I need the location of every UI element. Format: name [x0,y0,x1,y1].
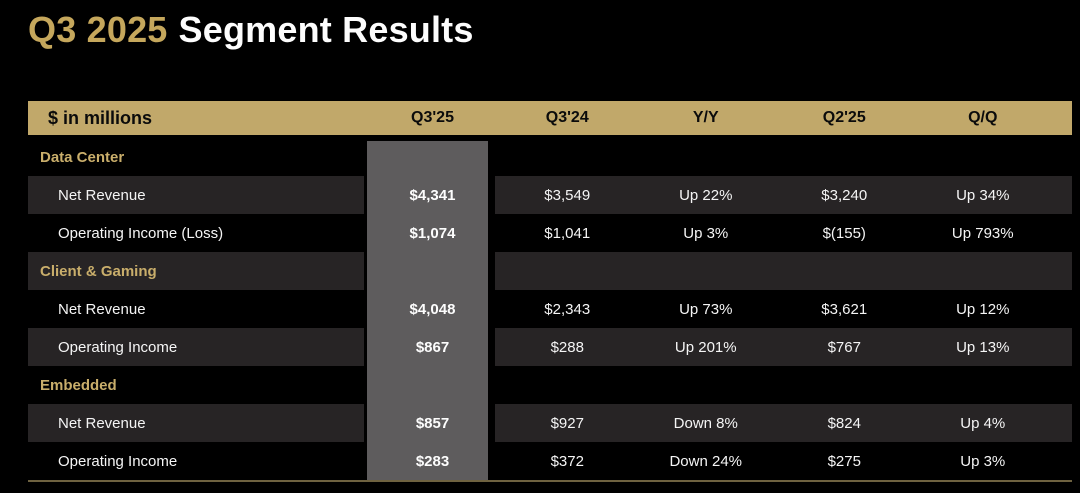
value-yy: Down 24% [669,452,743,470]
value-q3-25: $4,048 [409,300,456,318]
column-header-yy: Y/Y [692,109,719,126]
segment-results-table: $ in millions Q3'25 Q3'24 Y/Y Q2'25 Q/Q … [28,101,1072,482]
value-q2-25: $824 [827,414,861,432]
row-label: Net Revenue [58,300,146,318]
value-q2-25: $3,621 [821,300,868,318]
value-qq: Up 793% [951,224,1014,242]
value-yy: Up 3% [683,224,729,242]
value-qq: Up 4% [960,414,1006,432]
value-q2-25: $(155) [822,224,866,242]
q3-25-highlight-band [364,141,495,480]
value-q2-25: $3,240 [821,186,868,204]
value-q3-24: $372 [550,452,584,470]
value-qq: Up 34% [956,186,1010,204]
value-q3-25: $4,341 [409,186,456,204]
value-q3-25: $283 [415,452,450,470]
value-q3-24: $3,549 [544,186,591,204]
section-label: Data Center [40,148,125,166]
row-client-gaming-net-revenue: Net Revenue $4,048 $2,343 Up 73% $3,621 … [28,290,1072,328]
value-q3-24: $1,041 [544,224,591,242]
value-q3-24: $2,343 [544,300,591,318]
value-q3-24: $927 [550,414,584,432]
row-data-center-operating-income: Operating Income (Loss) $1,074 $1,041 Up… [28,214,1072,252]
value-yy: Up 73% [679,300,733,318]
column-header-q3-24: Q3'24 [545,109,589,126]
title-quarter: Q3 2025 [28,9,168,50]
value-qq: Up 12% [956,300,1010,318]
value-yy: Up 22% [679,186,733,204]
section-row-data-center: Data Center [28,138,1072,176]
title-text: Segment Results [178,9,474,50]
row-embedded-net-revenue: Net Revenue $857 $927 Down 8% $824 Up 4% [28,404,1072,442]
value-yy: Down 8% [673,414,738,432]
value-q3-25: $857 [415,414,450,432]
value-qq: Up 3% [960,452,1006,470]
section-row-client-gaming: Client & Gaming [28,252,1072,290]
row-embedded-operating-income: Operating Income $283 $372 Down 24% $275… [28,442,1072,480]
row-label: Net Revenue [58,186,146,204]
value-q2-25: $275 [827,452,861,470]
page-title: Q3 2025 Segment Results [28,8,474,52]
row-label: Net Revenue [58,414,146,432]
row-label: Operating Income [58,452,178,470]
value-q3-25: $1,074 [409,224,456,242]
value-q3-24: $288 [550,338,584,356]
row-data-center-net-revenue: Net Revenue $4,341 $3,549 Up 22% $3,240 … [28,176,1072,214]
column-header-qq: Q/Q [968,109,998,126]
section-label: Embedded [40,376,117,394]
column-header-q3-25: Q3'25 [411,109,454,126]
section-label: Client & Gaming [40,262,157,280]
table-header-row: $ in millions Q3'25 Q3'24 Y/Y Q2'25 Q/Q [28,101,1072,138]
section-row-embedded: Embedded [28,366,1072,404]
unit-label: $ in millions [48,107,153,128]
value-q2-25: $767 [827,338,861,356]
row-client-gaming-operating-income: Operating Income $867 $288 Up 201% $767 … [28,328,1072,366]
column-header-q2-25: Q2'25 [822,109,866,126]
row-label: Operating Income (Loss) [58,224,224,242]
value-q3-25: $867 [415,338,450,356]
value-qq: Up 13% [956,338,1010,356]
row-label: Operating Income [58,338,178,356]
value-yy: Up 201% [674,338,737,356]
